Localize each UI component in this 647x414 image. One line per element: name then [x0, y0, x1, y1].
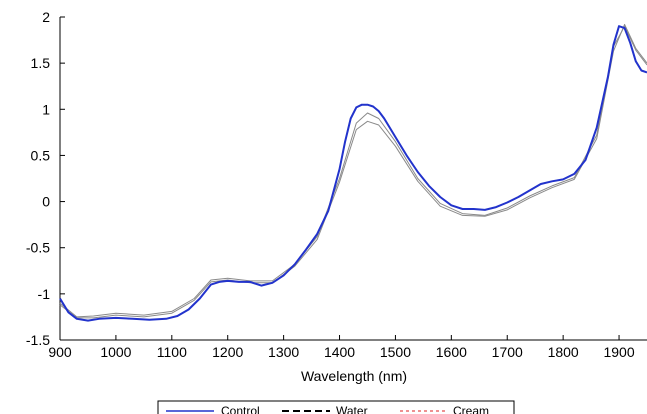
x-tick-label: 1300 — [268, 344, 299, 360]
y-tick-label: -0.5 — [26, 240, 50, 256]
legend-label-water: Water — [336, 404, 368, 414]
series-lines — [59, 23, 647, 322]
y-tick-label: 1.5 — [31, 55, 51, 71]
y-tick-label: -1 — [38, 286, 51, 302]
y-tick-label: 1 — [42, 101, 50, 117]
x-tick-label: 1700 — [492, 344, 523, 360]
x-ticks: 900 1000 1100 1200 1300 1400 1500 1600 1700 1800 1… — [48, 335, 635, 360]
series-line-cream — [59, 23, 647, 319]
y-tick-label: -1.5 — [26, 332, 50, 348]
legend-label-control: Control — [221, 404, 260, 414]
x-tick-label: 1900 — [603, 344, 634, 360]
x-tick-label: 900 — [48, 344, 72, 360]
x-tick-label: 1400 — [324, 344, 355, 360]
legend-label-cream: Cream — [453, 404, 489, 414]
series-line-control — [59, 25, 647, 322]
series-line-water — [59, 25, 647, 318]
x-tick-label: 1000 — [100, 344, 131, 360]
legend: Control Water Cream — [157, 400, 515, 414]
x-tick-label: 1100 — [157, 344, 187, 360]
x-tick-label: 1500 — [380, 344, 411, 360]
x-tick-label: 1600 — [436, 344, 467, 360]
x-tick-label: 1200 — [212, 344, 243, 360]
y-tick-label: 0.5 — [31, 147, 51, 163]
y-tick-label: 2 — [42, 9, 50, 25]
x-axis-title: Wavelength (nm) — [301, 368, 407, 384]
legend-items: Control Water Cream — [166, 404, 489, 414]
y-tick-label: 0 — [42, 194, 50, 210]
x-tick-label: 1800 — [548, 344, 579, 360]
y-ticks: -1.5 -1 -0.5 0 0.5 1 1.5 2 — [26, 9, 65, 348]
axes — [59, 17, 647, 341]
